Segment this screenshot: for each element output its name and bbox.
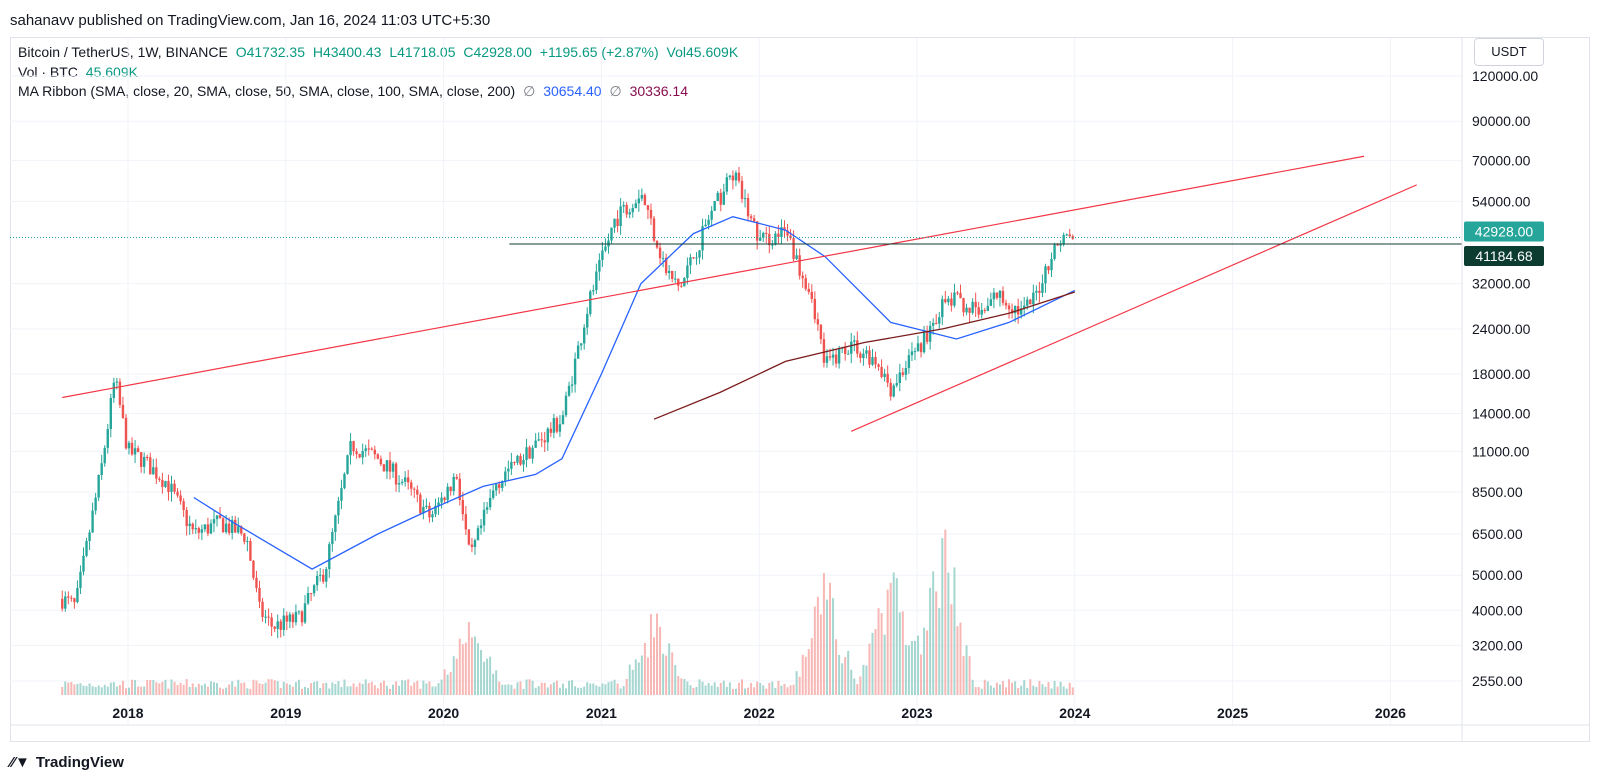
close-value: C42928.00 [463,44,532,60]
tradingview-brand[interactable]: ⁄⁄▼ TradingView [10,754,124,771]
ma-ribbon-label[interactable]: MA Ribbon (SMA, close, 20, SMA, close, 5… [18,83,516,99]
ma-icon-2: ∅ [609,83,622,99]
open-value: O41732.35 [235,44,306,60]
ma-value-fast: 30654.40 [543,83,602,99]
legend-volume: Vol · BTC 45.609K [18,64,142,80]
ma-icon-1: ∅ [523,83,536,99]
brand-label: TradingView [35,754,124,771]
footer [0,743,1600,777]
high-value: H43400.43 [312,44,382,60]
chart-frame[interactable] [10,37,1590,742]
low-value: L41718.05 [389,44,456,60]
vol-indicator-value: 45.609K [85,64,138,80]
published-info: sahanavv published on TradingView.com, J… [10,12,491,29]
legend-ma-ribbon: MA Ribbon (SMA, close, 20, SMA, close, 5… [18,83,692,100]
ma-value-slow: 30336.14 [629,83,688,99]
symbol-label[interactable]: Bitcoin / TetherUS, 1W, BINANCE [18,44,228,60]
tradingview-logo-icon: ⁄⁄▼ [10,754,30,771]
legend-main: Bitcoin / TetherUS, 1W, BINANCE O41732.3… [18,44,742,60]
currency-button[interactable]: USDT [1474,38,1544,66]
vol-label[interactable]: Vol · BTC [18,64,78,80]
change-value: +1195.65 (+2.87%) [539,44,659,60]
volume-value: Vol45.609K [666,44,739,60]
